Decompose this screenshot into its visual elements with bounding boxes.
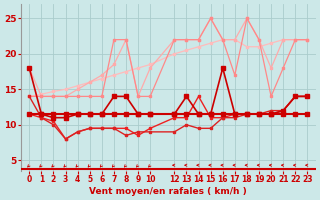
X-axis label: Vent moyen/en rafales ( km/h ): Vent moyen/en rafales ( km/h )	[90, 187, 247, 196]
